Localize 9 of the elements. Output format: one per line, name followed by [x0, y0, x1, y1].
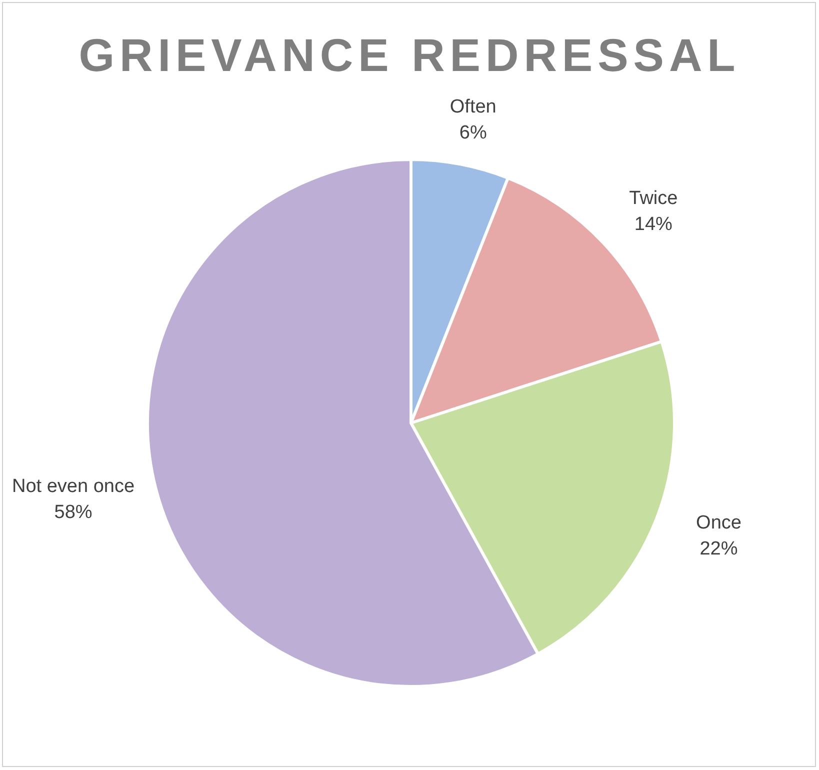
slice-label: Not even once	[12, 476, 135, 497]
slice-label: Often	[450, 96, 496, 118]
slice-label: Once	[696, 512, 742, 534]
data-label: 58%	[54, 502, 92, 523]
data-label: 6%	[459, 122, 487, 144]
data-label: 14%	[634, 214, 673, 236]
data-label: 22%	[700, 538, 738, 560]
chart-title: GRIEVANCE REDRESSAL	[78, 28, 742, 82]
slice-label: Twice	[629, 188, 678, 210]
